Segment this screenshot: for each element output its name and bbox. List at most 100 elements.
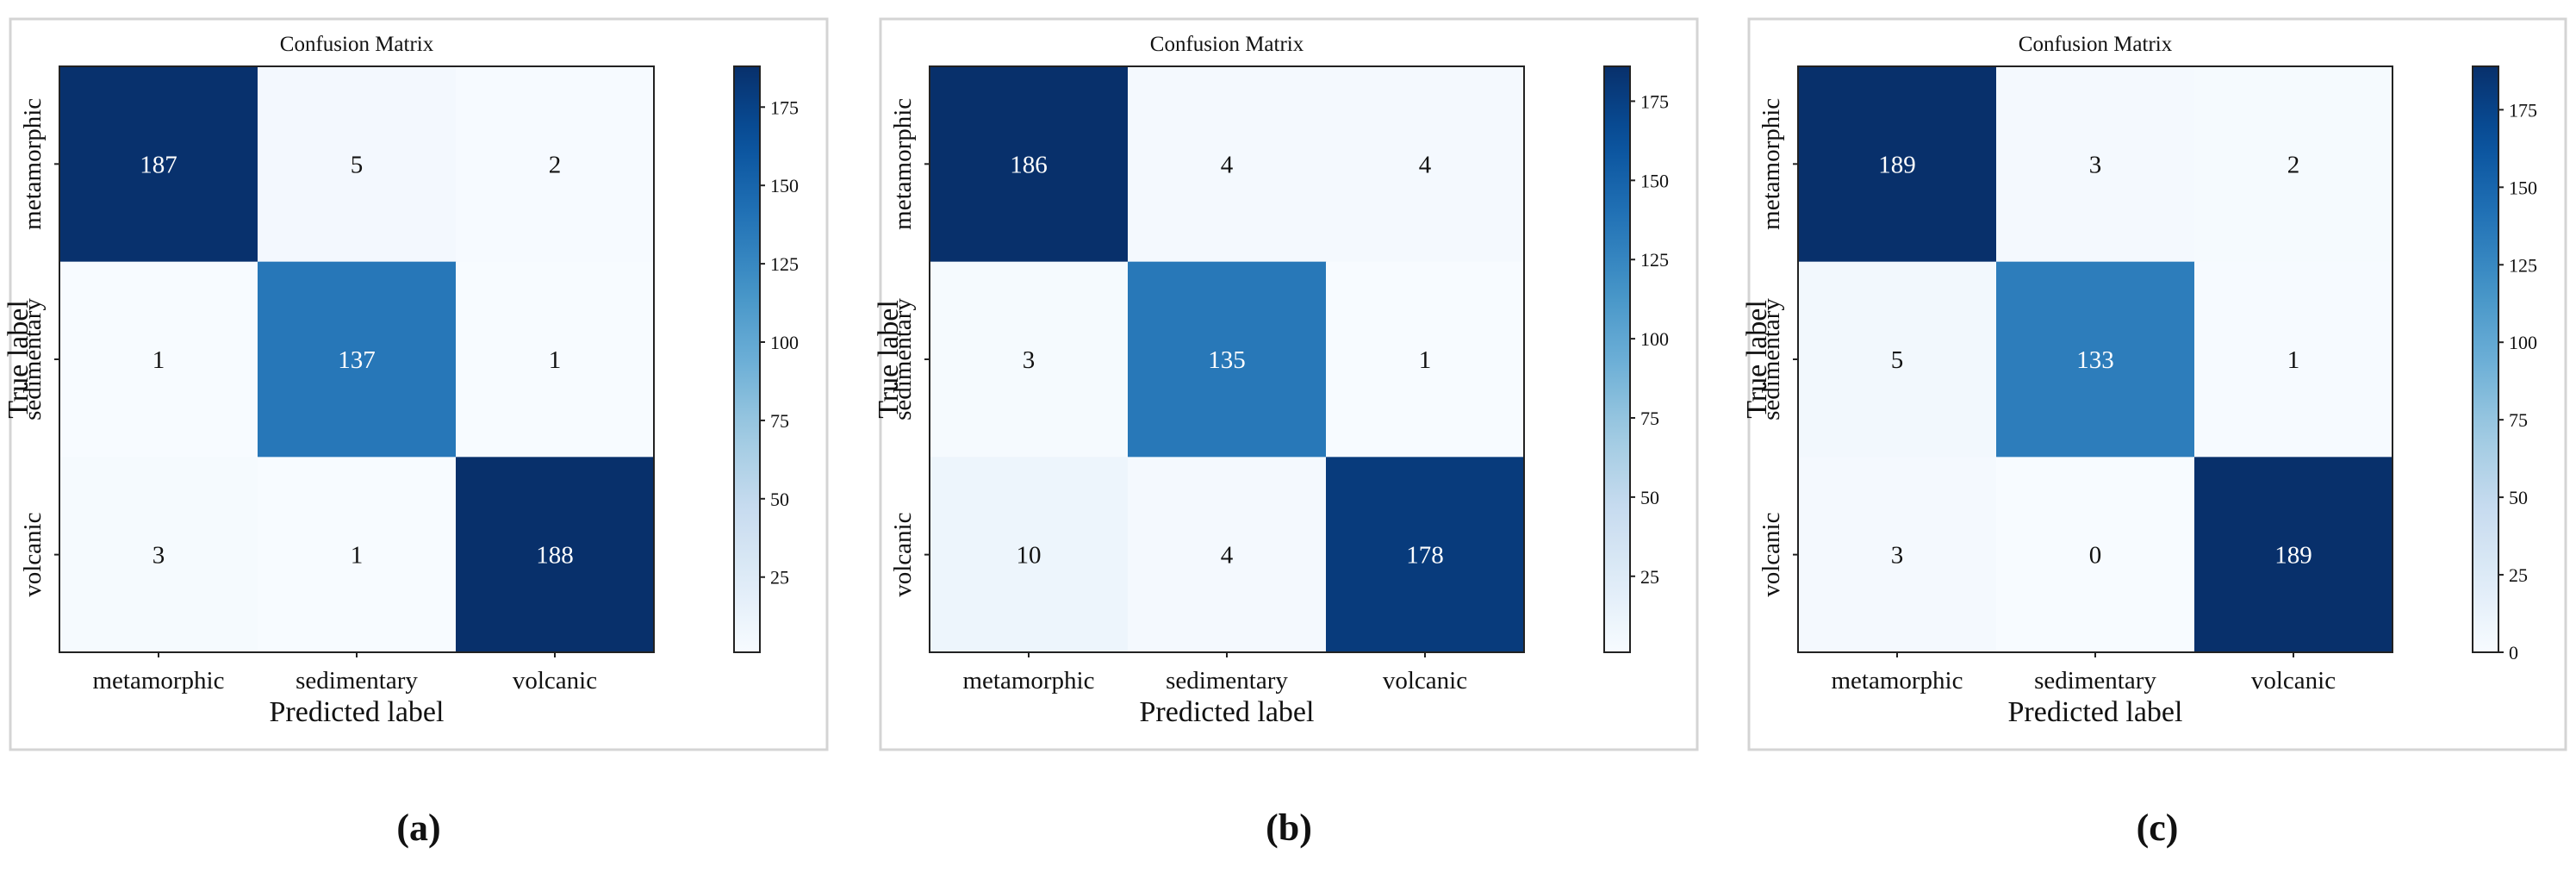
cell-value-label: 137 (338, 346, 376, 374)
cell-value-label: 188 (536, 542, 574, 570)
heatmap-cell (1996, 457, 2195, 653)
cell-value-label: 1 (2287, 346, 2300, 374)
x-tick-label: sedimentary (1166, 667, 1288, 694)
y-tick-label: metamorphic (889, 98, 917, 230)
y-axis-label: True label (1741, 300, 1773, 419)
heatmap-cell (456, 66, 655, 263)
colorbar-tick-label: 25 (2509, 564, 2528, 586)
y-tick-label: sedimentary (19, 298, 47, 420)
colorbar-tick-label: 150 (1640, 170, 1669, 191)
colorbar-tick-label: 50 (1640, 487, 1659, 508)
heatmap-cell (1798, 261, 1997, 458)
colorbar-tick-label: 100 (770, 332, 799, 353)
y-axis-label: True label (873, 300, 905, 419)
cell-value-label: 135 (1208, 346, 1246, 374)
cell-value-label: 2 (549, 151, 562, 178)
x-tick-label: metamorphic (1831, 667, 1963, 694)
panel-caption: (b) (1266, 807, 1312, 849)
heatmap-cell (1128, 457, 1327, 653)
chart-panel: Confusion Matrix 186 4 4 3 135 1 10 4 178 metamorp… (873, 17, 1699, 849)
x-axis-label: Predicted label (270, 696, 445, 728)
cell-value-label: 5 (1891, 346, 1904, 374)
cell-value-label: 10 (1017, 542, 1042, 570)
chart-title: Confusion Matrix (2019, 33, 2173, 56)
cell-value-label: 3 (152, 542, 165, 570)
cell-value-label: 3 (2089, 151, 2102, 178)
y-tick-label: volcanic (1758, 513, 1785, 597)
heatmap-cell (2194, 261, 2393, 458)
colorbar-tick-label: 75 (2509, 409, 2528, 431)
heatmap-cell (1996, 66, 2195, 263)
x-tick-label: sedimentary (2034, 667, 2156, 694)
cell-value-label: 133 (2076, 346, 2114, 374)
colorbar-tick-label: 125 (1640, 249, 1669, 271)
x-tick-label: metamorphic (962, 667, 1094, 694)
x-axis-label: Predicted label (1140, 696, 1315, 728)
colorbar-tick-label: 100 (2509, 332, 2537, 353)
panel-caption: (c) (2137, 807, 2179, 849)
cell-value-label: 0 (2089, 542, 2102, 570)
colorbar (1603, 65, 1631, 653)
chart-panel: Confusion Matrix 189 3 25 133 1 3 0 189 metamorph… (1741, 17, 2567, 849)
x-tick-label: metamorphic (92, 667, 224, 694)
colorbar-tick-label: 175 (1640, 90, 1669, 112)
heatmap-cell (456, 261, 655, 458)
colorbar (2472, 65, 2499, 653)
heatmap-cell (1128, 261, 1327, 458)
cell-value-label: 178 (1406, 542, 1444, 570)
cell-value-label: 186 (1010, 151, 1048, 178)
colorbar-tick-label: 25 (1640, 566, 1659, 588)
heatmap-cell (59, 66, 258, 263)
cell-value-label: 4 (1419, 151, 1432, 178)
cell-value-label: 189 (1878, 151, 1916, 178)
cell-value-label: 1 (351, 542, 364, 570)
colorbar-tick-label: 175 (770, 97, 799, 118)
y-tick-label: sedimentary (889, 298, 917, 420)
heatmap-cell (2194, 457, 2393, 653)
cell-value-label: 4 (1221, 542, 1234, 570)
heatmap-cell (1798, 66, 1997, 263)
cell-value-label: 5 (351, 151, 364, 178)
y-axis-label: True label (3, 300, 34, 419)
cell-value-label: 3 (1891, 542, 1904, 570)
heatmap-cell (59, 261, 258, 458)
chart-title: Confusion Matrix (1150, 33, 1304, 56)
heatmap-cell (258, 261, 457, 458)
cell-value-label: 1 (1419, 346, 1432, 374)
x-tick-label: sedimentary (296, 667, 418, 694)
colorbar-tick-label: 150 (2509, 177, 2537, 198)
colorbar-tick-label: 0 (2509, 642, 2518, 663)
chart-title: Confusion Matrix (280, 33, 434, 56)
heatmap-cell (1996, 261, 2195, 458)
colorbar-tick-label: 125 (2509, 254, 2537, 276)
colorbar-tick-label: 175 (2509, 99, 2537, 121)
heatmap-cell (59, 457, 258, 653)
cell-value-label: 189 (2274, 542, 2312, 570)
cell-value-label: 187 (140, 151, 177, 178)
heatmap-cell (1128, 66, 1327, 263)
heatmap-cell (258, 457, 457, 653)
colorbar-tick-label: 125 (770, 253, 799, 275)
heatmap-cell (930, 457, 1129, 653)
heatmap-cell (2194, 66, 2393, 263)
colorbar-tick-label: 50 (2509, 487, 2528, 508)
cell-value-label: 1 (549, 346, 562, 374)
colorbar-tick-label: 150 (770, 175, 799, 196)
colorbar-tick-label: 75 (1640, 408, 1659, 429)
x-tick-label: volcanic (513, 667, 597, 694)
heatmap-cell (456, 457, 655, 653)
heatmap-cell (1326, 261, 1525, 458)
x-tick-label: volcanic (2251, 667, 2336, 694)
y-tick-label: volcanic (889, 513, 917, 597)
y-tick-label: metamorphic (1758, 98, 1785, 230)
cell-value-label: 3 (1023, 346, 1036, 374)
panel-caption: (a) (396, 807, 440, 849)
heatmap-cell (1326, 66, 1525, 263)
colorbar-tick-label: 50 (770, 489, 789, 510)
heatmap-cell (1798, 457, 1997, 653)
x-axis-label: Predicted label (2008, 696, 2183, 728)
colorbar (733, 65, 761, 653)
chart-panel: Confusion Matrix 187 5 2 1 137 1 3 1 188 metamorph… (3, 17, 829, 849)
colorbar-tick-label: 75 (770, 410, 789, 432)
